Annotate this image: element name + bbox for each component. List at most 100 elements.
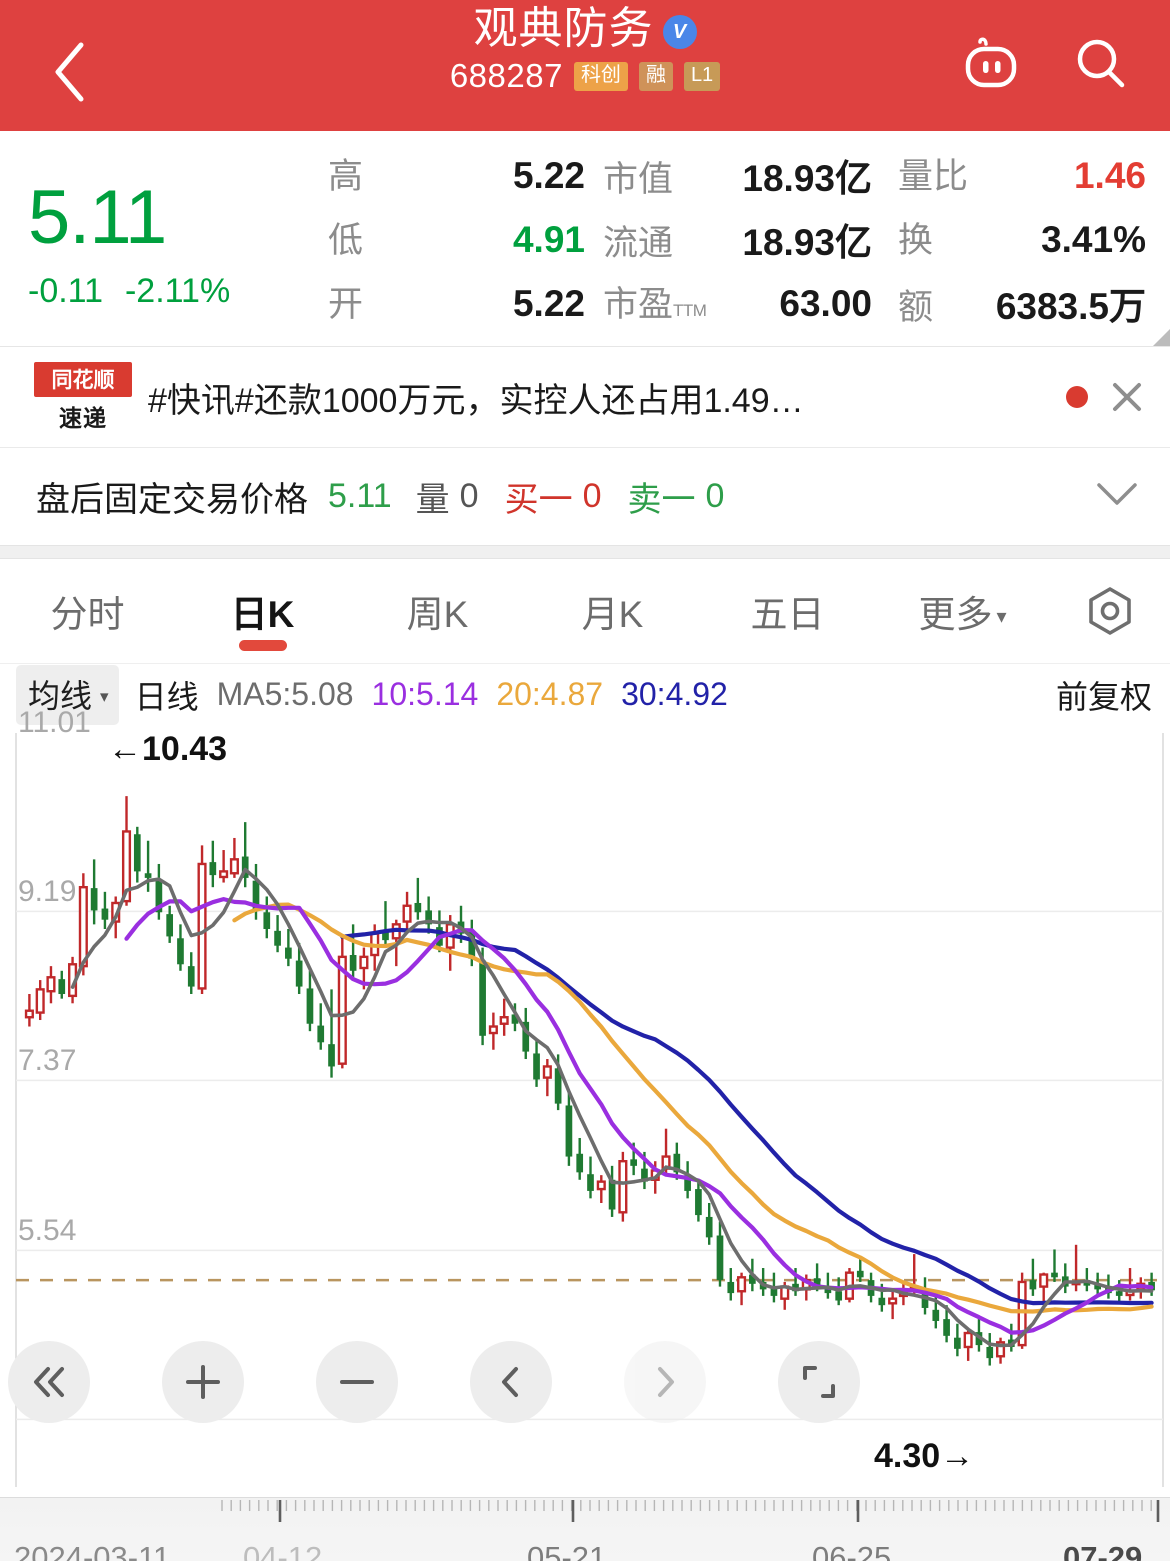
stat-label: 额 (898, 287, 934, 327)
stat-value: 5.22 (512, 154, 585, 196)
step-forward-button[interactable] (624, 1341, 706, 1423)
news-source-logo: 同花顺 速递 (34, 361, 132, 433)
y-axis-label: 5.54 (18, 1214, 77, 1248)
tab-daily-k[interactable]: 日K (175, 559, 350, 663)
search-icon (1077, 39, 1125, 88)
y-axis-label: 11.01 (18, 706, 91, 740)
page-title: 观典防务 (473, 4, 654, 53)
back-button[interactable] (44, 42, 94, 102)
stat-value: 5.22 (512, 282, 585, 324)
stock-code: 688287 (449, 57, 563, 95)
stat-value: 6383.5万 (995, 285, 1146, 327)
chart-settings-button[interactable] (1050, 559, 1170, 663)
robot-assistant-icon (965, 37, 1017, 88)
divider (0, 346, 1170, 347)
y-axis-label: 9.19 (18, 875, 77, 909)
expand-after-hours-button[interactable] (1094, 479, 1140, 514)
chart-canvas (15, 733, 1164, 1487)
after-hours-price: 5.11 (328, 477, 392, 515)
after-hours-row[interactable]: 盘后固定交易价格 5.11 量 0 买一 0 卖一 0 (0, 447, 1170, 545)
ma-selector-label: 均线 (28, 677, 93, 714)
chevron-down-icon (1097, 483, 1137, 505)
stat-value: 1.46 (1073, 154, 1146, 196)
adjustment-mode-button[interactable]: 前复权 (1055, 678, 1152, 715)
live-dot-icon (1066, 386, 1088, 408)
ma20-value: 20:4.87 (496, 676, 604, 712)
stat-label: 市盈 (603, 284, 674, 324)
stat-value: 3.41% (1041, 218, 1146, 260)
step-back-button[interactable] (470, 1341, 552, 1423)
stat-amount: 额 6383.5万 (898, 276, 1152, 340)
period-low-annotation: 4.30→ (874, 1437, 975, 1475)
x-axis-label: 05-21 (527, 1540, 607, 1561)
fast-back-button[interactable] (8, 1341, 90, 1423)
chart-period-label: 日线 (134, 678, 199, 715)
stat-label: 量比 (898, 156, 969, 196)
quote-col-hlo: 高 5.22 低 4.91 开 5.22 (328, 141, 603, 346)
stat-value: 18.93亿 (742, 157, 872, 199)
x-axis-label: 2024-03-11 (14, 1540, 171, 1561)
minus-icon (340, 1380, 374, 1384)
news-banner[interactable]: 同花顺 速递 #快讯#还款1000万元，实控人还占用1.49… (0, 347, 1170, 447)
close-news-button[interactable] (1110, 380, 1144, 414)
stat-pe-ttm: 市盈 TTM 63.00 (603, 276, 898, 340)
double-chevron-left-icon (34, 1367, 64, 1397)
stat-superscript: TTM (673, 300, 707, 320)
candlestick-chart[interactable]: 11.01 9.19 7.37 5.54 3.72 ←10.43 4.30→ (0, 706, 1170, 1497)
fullscreen-icon (803, 1366, 835, 1398)
stat-high: 高 5.22 (328, 148, 603, 212)
chevron-right-icon (658, 1367, 674, 1397)
chart-controls (0, 1341, 1170, 1423)
stat-float-cap: 流通 18.93亿 (603, 212, 898, 276)
search-button[interactable] (1070, 33, 1132, 95)
tab-five-day[interactable]: 五日 (700, 559, 875, 663)
stat-low: 低 4.91 (328, 212, 603, 276)
news-source-name: 同花顺 (34, 361, 132, 397)
panel-expand-corner[interactable] (1153, 329, 1170, 346)
header-title-block: 观典防务 V 688287 科创 融 L1 (0, 4, 1170, 95)
tab-weekly-k[interactable]: 周K (350, 559, 525, 663)
stat-label: 高 (328, 156, 364, 196)
quote-panel: 5.11 -0.11 -2.11% 高 5.22 低 4.91 开 5.22 (0, 131, 1170, 346)
stat-label: 开 (328, 284, 364, 324)
tab-label: 周K (406, 594, 469, 635)
ask1-label: 卖一 (627, 481, 696, 519)
section-separator (0, 545, 1170, 559)
stat-open: 开 5.22 (328, 276, 603, 340)
ma30-value: 30:4.92 (621, 676, 728, 712)
bid1-label: 买一 (504, 481, 573, 519)
tab-fenshi[interactable]: 分时 (0, 559, 175, 663)
y-axis-label: 7.37 (18, 1044, 77, 1078)
ma-selector-button[interactable]: 均线 ▾ (16, 664, 119, 725)
tab-more[interactable]: 更多 ▾ (875, 559, 1050, 663)
axis-tick-marks (221, 1500, 1160, 1522)
x-axis-label: 07-29 (1063, 1540, 1143, 1561)
chart-period-tabs: 分时 日K 周K 月K 五日 更多 ▾ (0, 559, 1170, 663)
stat-value: 18.93亿 (742, 221, 872, 263)
quote-primary: 5.11 -0.11 -2.11% (28, 141, 328, 346)
chevron-left-icon (55, 42, 84, 102)
tab-monthly-k[interactable]: 月K (525, 559, 700, 663)
stat-label: 流通 (603, 223, 674, 263)
robot-assistant-button[interactable] (962, 33, 1024, 95)
tab-label: 日K (230, 594, 295, 635)
stat-volume-ratio: 量比 1.46 (898, 148, 1152, 212)
badge-l1: L1 (683, 61, 721, 91)
news-headline[interactable]: #快讯#还款1000万元，实控人还占用1.49… (148, 381, 804, 420)
tab-label: 月K (581, 594, 644, 635)
zoom-out-button[interactable] (316, 1341, 398, 1423)
ask1-value: 0 (705, 477, 725, 515)
after-hours-label: 盘后固定交易价格 (36, 481, 308, 519)
badge-rong: 融 (638, 61, 673, 91)
price-change: -0.11 (28, 272, 103, 310)
zoom-in-button[interactable] (162, 1341, 244, 1423)
current-price: 5.11 (28, 175, 167, 260)
close-icon (1113, 383, 1141, 411)
fullscreen-button[interactable] (778, 1341, 860, 1423)
badge-kechuang: 科创 (573, 61, 628, 91)
stat-label: 低 (328, 220, 364, 260)
tab-label: 分时 (50, 594, 125, 635)
stat-label: 市值 (603, 159, 674, 199)
tab-active-indicator (238, 640, 287, 651)
chevron-down-icon: ▾ (996, 605, 1007, 628)
